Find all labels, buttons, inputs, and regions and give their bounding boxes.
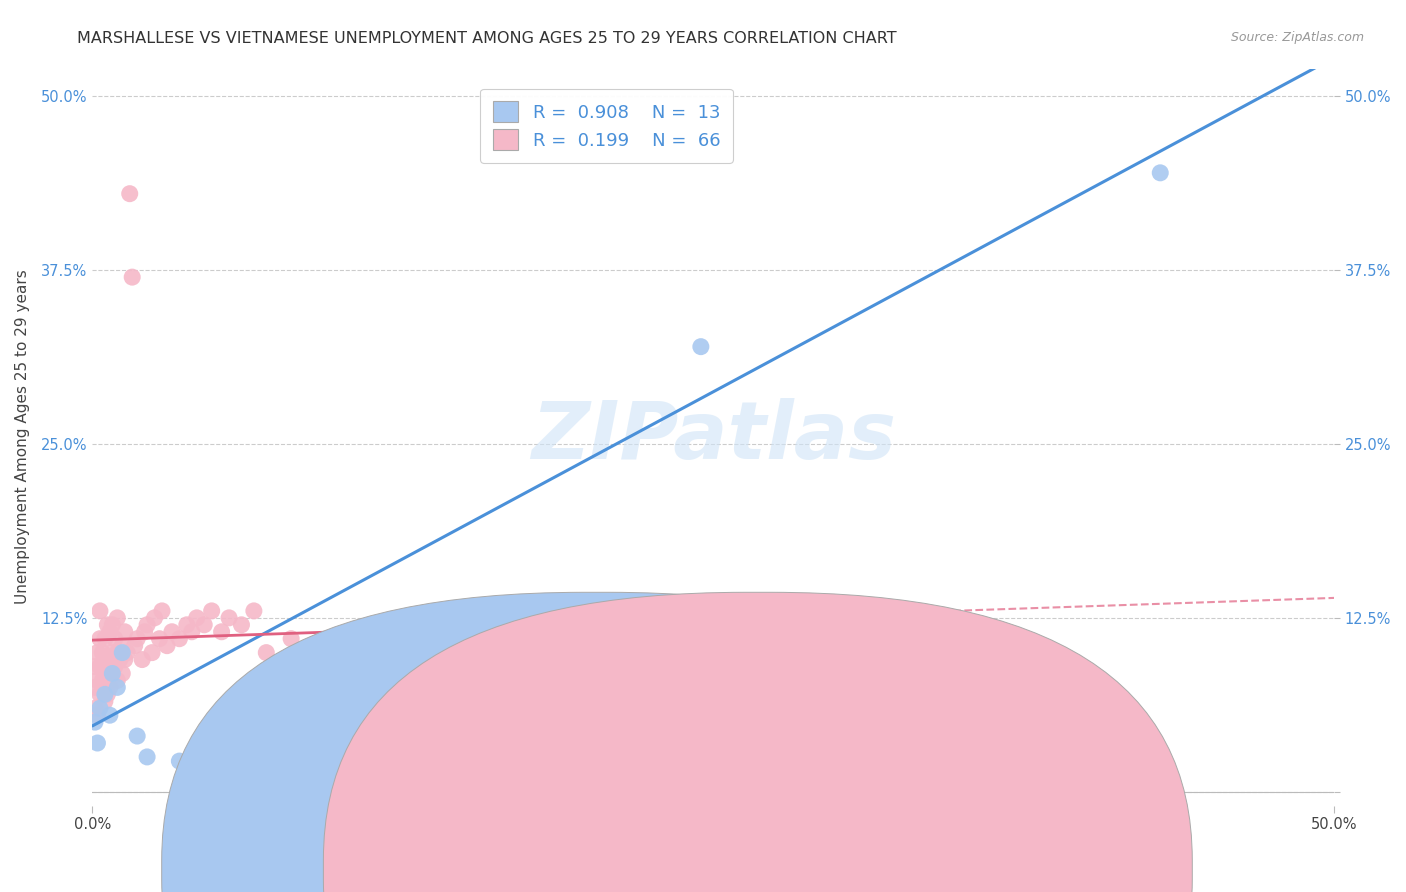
Point	[150, 604, 173, 618]
Point	[84, 715, 107, 730]
Point	[254, 646, 277, 660]
Point	[114, 624, 136, 639]
Point	[96, 617, 118, 632]
Point	[141, 646, 163, 660]
Point	[101, 666, 124, 681]
Point	[89, 701, 111, 715]
Point	[218, 611, 240, 625]
Point	[111, 639, 134, 653]
Point	[86, 736, 108, 750]
Point	[176, 617, 198, 632]
Point	[98, 681, 121, 695]
Point	[89, 632, 111, 646]
Point	[380, 673, 402, 688]
Point	[148, 632, 170, 646]
Point	[98, 708, 121, 723]
Point	[105, 681, 128, 695]
Point	[89, 659, 111, 673]
Point	[104, 659, 127, 673]
Point	[98, 624, 121, 639]
Point	[94, 687, 117, 701]
Point	[136, 617, 159, 632]
Point	[104, 632, 127, 646]
Point	[114, 652, 136, 666]
Point	[94, 632, 117, 646]
Point	[305, 652, 328, 666]
Point	[127, 632, 149, 646]
Point	[108, 652, 131, 666]
Point	[96, 659, 118, 673]
Point	[136, 750, 159, 764]
Text: Vietnamese: Vietnamese	[763, 863, 853, 877]
Point	[134, 624, 156, 639]
Point	[91, 646, 114, 660]
Point	[105, 611, 128, 625]
Point	[115, 646, 138, 660]
Point	[86, 708, 108, 723]
Text: ZIPatlas: ZIPatlas	[531, 398, 896, 476]
Text: MARSHALLESE VS VIETNAMESE UNEMPLOYMENT AMONG AGES 25 TO 29 YEARS CORRELATION CHA: MARSHALLESE VS VIETNAMESE UNEMPLOYMENT A…	[77, 31, 897, 46]
Point	[169, 754, 191, 768]
Point	[105, 673, 128, 688]
Text: Marshallese: Marshallese	[602, 863, 692, 877]
Point	[160, 624, 183, 639]
Point	[231, 617, 253, 632]
Point	[329, 639, 352, 653]
Point	[94, 694, 117, 708]
Point	[1149, 166, 1171, 180]
Point	[98, 652, 121, 666]
Point	[94, 652, 117, 666]
Y-axis label: Unemployment Among Ages 25 to 29 years: Unemployment Among Ages 25 to 29 years	[15, 269, 30, 605]
Text: Source: ZipAtlas.com: Source: ZipAtlas.com	[1230, 31, 1364, 45]
Point	[101, 617, 124, 632]
Point	[169, 632, 191, 646]
Point	[96, 687, 118, 701]
Point	[156, 639, 179, 653]
Point	[243, 604, 266, 618]
Point	[201, 604, 224, 618]
Point	[280, 632, 302, 646]
Point	[91, 673, 114, 688]
Point	[86, 646, 108, 660]
Point	[111, 646, 134, 660]
Point	[101, 646, 124, 660]
Point	[111, 666, 134, 681]
Point	[121, 270, 143, 285]
Point	[105, 646, 128, 660]
Point	[211, 624, 233, 639]
Point	[118, 186, 141, 201]
Point	[101, 666, 124, 681]
Point	[180, 624, 202, 639]
Legend: R =  0.908    N =  13, R =  0.199    N =  66: R = 0.908 N = 13, R = 0.199 N = 66	[481, 88, 733, 163]
Point	[89, 687, 111, 701]
Point	[86, 673, 108, 688]
Point	[193, 617, 215, 632]
Point	[84, 659, 107, 673]
Point	[143, 611, 166, 625]
Point	[84, 701, 107, 715]
Point	[186, 611, 208, 625]
Point	[89, 604, 111, 618]
Point	[94, 673, 117, 688]
Point	[689, 340, 711, 354]
Point	[84, 681, 107, 695]
Point	[127, 729, 149, 743]
Point	[124, 639, 146, 653]
Point	[354, 659, 377, 673]
Point	[131, 652, 153, 666]
